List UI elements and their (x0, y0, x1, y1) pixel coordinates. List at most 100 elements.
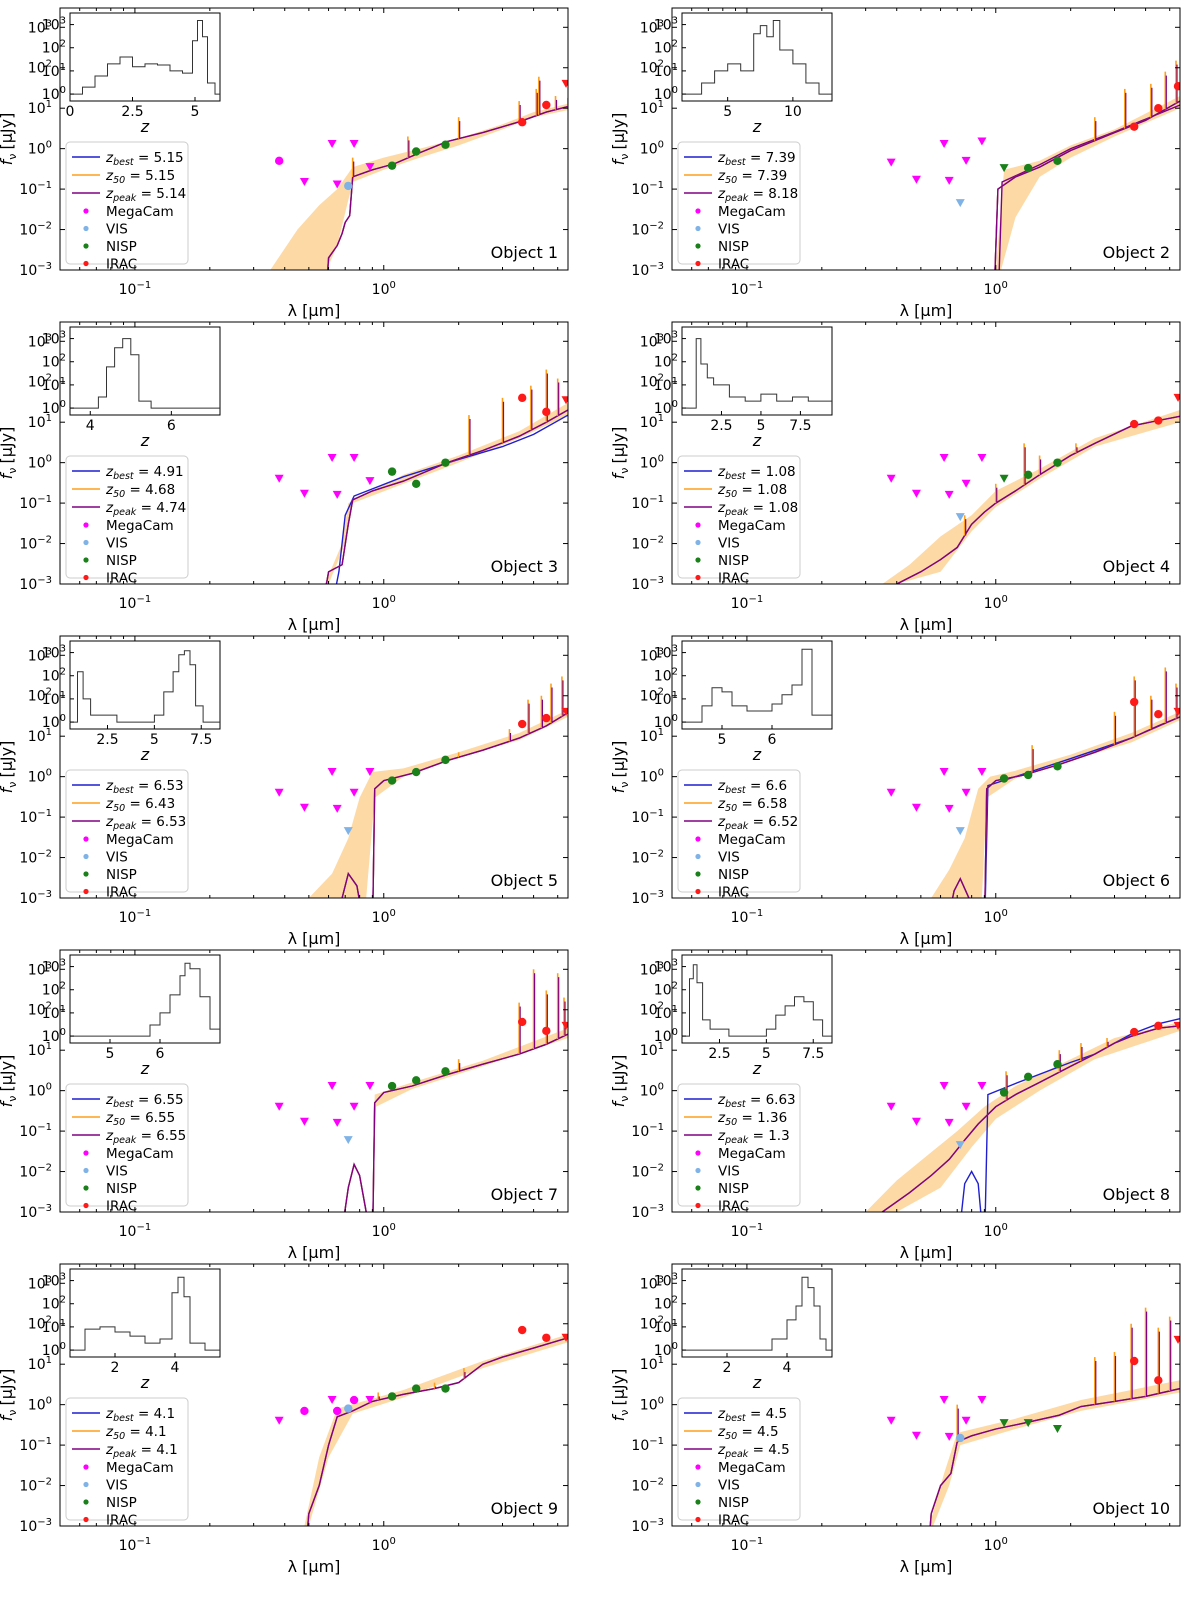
legend-equals: = (125, 482, 145, 498)
text-part: 3 (658, 18, 664, 29)
redshift-pdf-histogram (69, 338, 220, 409)
legend-label-nisp: NISP (106, 867, 137, 883)
photometry-upper-limit-megacam (365, 1396, 375, 1405)
text-part: 10 (631, 1124, 649, 1140)
text-part: 2 (658, 1315, 664, 1326)
photometry-upper-limit-megacam (365, 477, 375, 486)
y-tick-label: 101 (28, 413, 52, 431)
text-part: −2 (649, 1477, 664, 1488)
sed-line-peak (881, 1025, 1180, 1212)
text-part: z (105, 1092, 114, 1108)
x-tick-label: 10−1 (731, 280, 764, 298)
text-part: ν (618, 782, 631, 788)
sed-line-best (335, 414, 568, 584)
inset-y-tick-label: 101 (42, 1318, 66, 1336)
text-part: 7.39 (757, 168, 787, 184)
y-tick-label: 101 (640, 413, 664, 431)
inset-y-tick-label: 100 (654, 1027, 678, 1045)
text-part: 2 (658, 1001, 664, 1012)
text-part: 10 (640, 962, 658, 978)
y-tick-label: 103 (28, 332, 52, 350)
text-part: 10 (28, 415, 46, 431)
text-part: 10 (42, 1297, 60, 1313)
photometry-upper-limit-megacam (274, 474, 284, 483)
text-part: −1 (136, 1536, 151, 1547)
x-tick-label: 100 (372, 594, 396, 612)
text-part: z (717, 186, 726, 202)
photometry-upper-limit-megacam (365, 768, 375, 777)
inset-x-label: z (752, 1373, 762, 1392)
text-part: 3 (672, 16, 678, 27)
inset-x-label: z (140, 117, 150, 136)
object-label: Object 2 (1103, 243, 1170, 262)
text-part: 10 (654, 646, 672, 662)
inset-x-tick-label: 0 (66, 104, 75, 120)
text-part: 3 (672, 644, 678, 655)
inset-x-tick-label: 10 (784, 104, 802, 120)
legend-label-zbest: zbest = 6.55 (105, 1092, 184, 1110)
text-part: 10 (631, 1479, 649, 1495)
text-part: z (105, 1424, 114, 1440)
text-part: 50 (725, 1431, 737, 1442)
text-part: 8.18 (768, 186, 798, 202)
text-part: 10 (654, 64, 672, 80)
y-tick-label: 103 (28, 960, 52, 978)
text-part: 10 (42, 646, 60, 662)
text-part: 10 (42, 1006, 60, 1022)
legend-marker-vis (83, 853, 89, 860)
y-axis-label: fν [μJy] (609, 1369, 631, 1422)
photometry-upper-limit-megacam (961, 479, 971, 488)
legend-label-vis: VIS (106, 536, 128, 552)
text-part: 1 (672, 1004, 678, 1015)
sed-line-peak (929, 1387, 1180, 1526)
text-part: ν (618, 1410, 631, 1416)
text-part: f (0, 785, 16, 793)
photometry-point-irac (1129, 697, 1139, 707)
x-tick-label: 100 (372, 280, 396, 298)
text-part: f (609, 785, 628, 793)
photometry-upper-limit-nisp (999, 474, 1009, 483)
text-part: peak (724, 1449, 749, 1460)
legend-label-zbest: zbest = 5.15 (105, 150, 184, 168)
text-part: 50 (113, 1117, 125, 1128)
text-part: −1 (748, 1222, 763, 1233)
legend-label-z50: z50 = 6.55 (105, 1110, 175, 1128)
legend-equals: = (134, 1406, 154, 1422)
inset-frame (681, 1268, 833, 1358)
text-part: 0 (46, 140, 52, 151)
y-tick-label: 103 (640, 646, 664, 664)
text-part: f (609, 1413, 628, 1421)
legend-label-irac: IRAC (718, 571, 749, 587)
photometry-upper-limit-megacam (886, 788, 896, 797)
plot-area (274, 676, 568, 898)
text-part: best (725, 785, 747, 796)
text-part: 0 (1001, 594, 1007, 605)
inset-y-tick-label: 102 (654, 353, 678, 371)
legend-equals: = (737, 1424, 757, 1440)
photometry-point-nisp (1053, 156, 1062, 166)
photometry-point-nisp (387, 467, 397, 476)
text-part: peak (724, 821, 749, 832)
plot-area (886, 1307, 1180, 1526)
inset-y-tick-label: 103 (654, 16, 678, 34)
y-tick-label: 100 (640, 768, 664, 786)
text-part: 10 (42, 1029, 60, 1045)
legend-equals: = (746, 464, 766, 480)
text-part: 1.08 (768, 500, 798, 516)
text-part: 10 (28, 1043, 46, 1059)
text-part: 10 (42, 692, 60, 708)
text-part: 5.15 (154, 150, 184, 166)
inset-x-label: z (140, 1059, 150, 1078)
photometry-upper-limit-megacam (299, 1117, 309, 1126)
legend-marker-nisp (83, 1185, 89, 1191)
y-tick-label: 102 (640, 1001, 664, 1019)
plot-area (886, 60, 1180, 270)
y-tick-label: 10−1 (19, 1436, 52, 1454)
legend-label-irac: IRAC (106, 1199, 137, 1215)
object-label: Object 9 (491, 1499, 558, 1518)
text-part: 10 (631, 851, 649, 867)
text-part: 10 (119, 596, 137, 612)
text-part: 0 (658, 768, 664, 779)
text-part: 4.1 (156, 1442, 177, 1458)
